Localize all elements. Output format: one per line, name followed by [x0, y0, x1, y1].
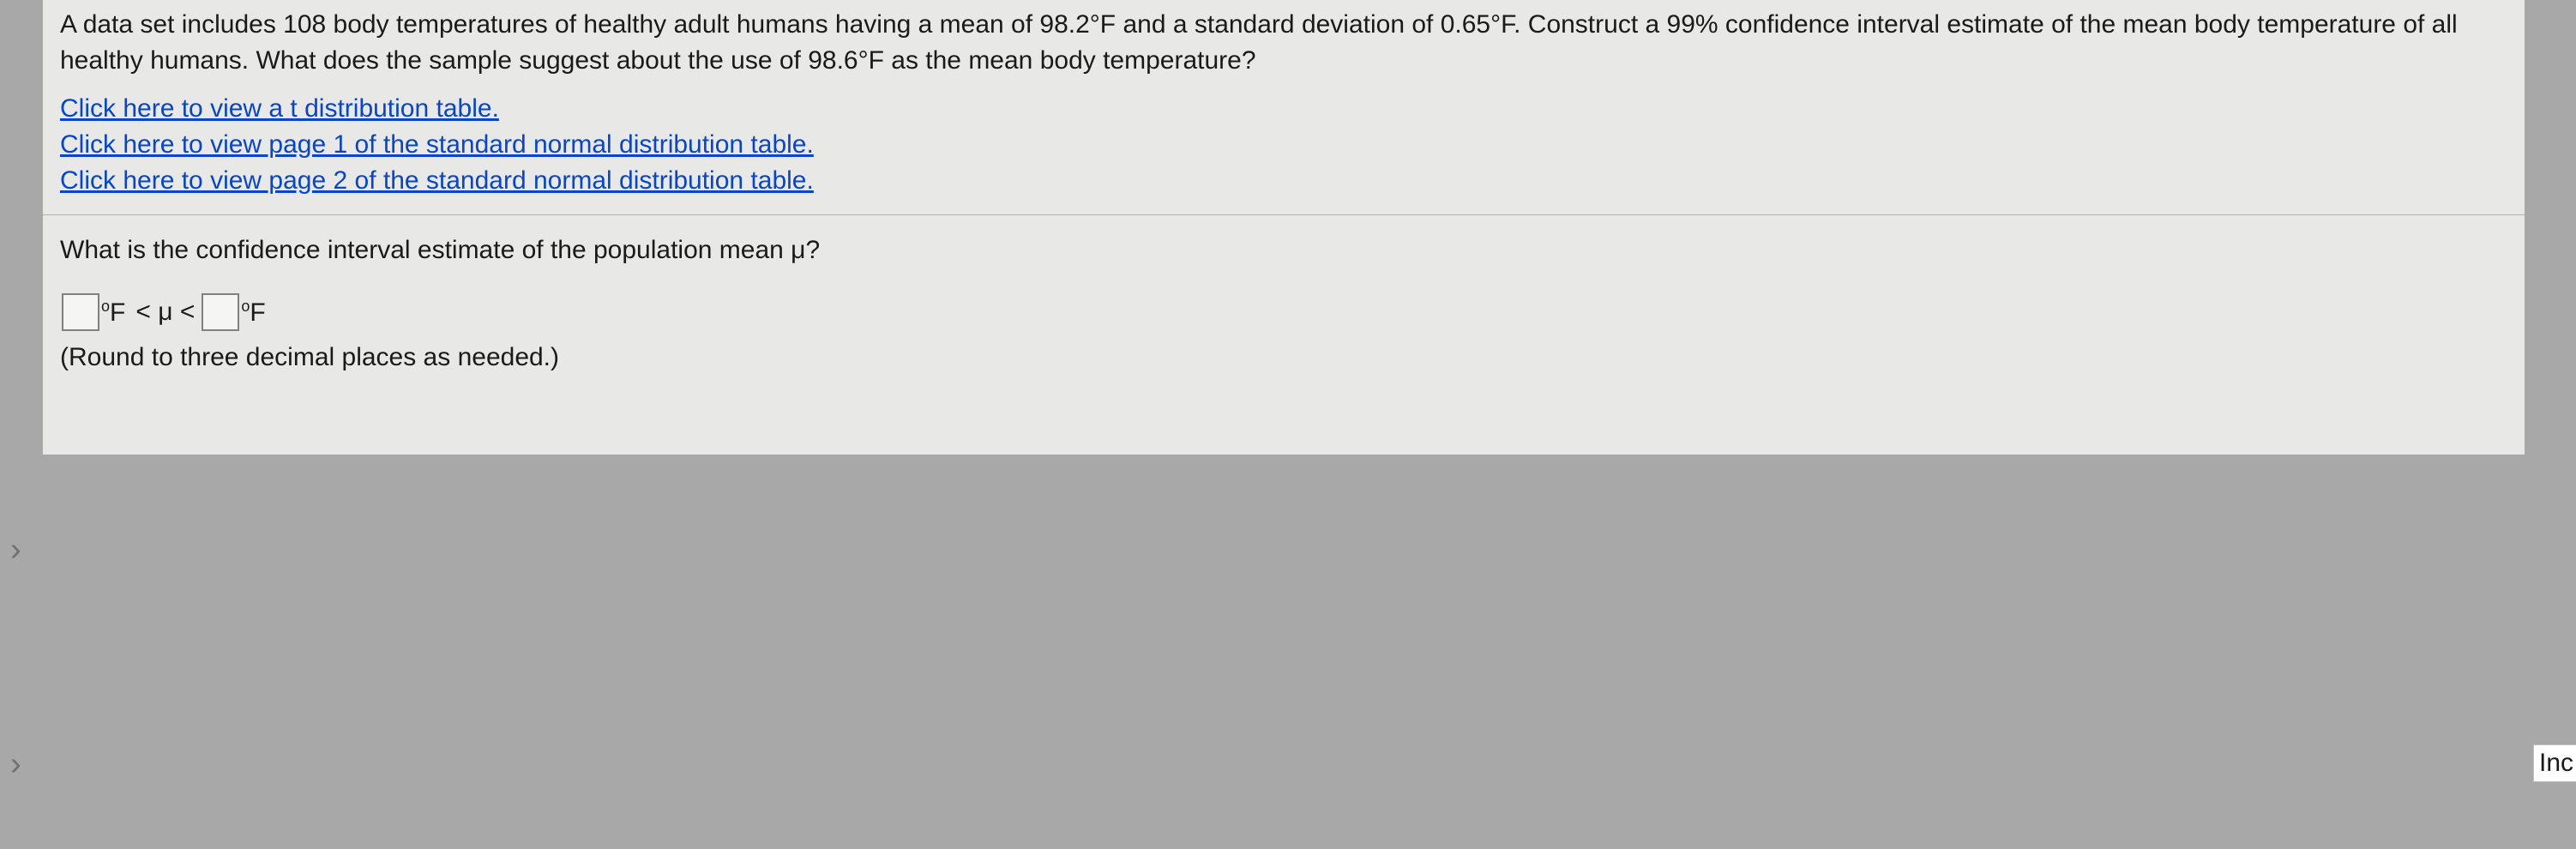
mu-inequality: < μ <: [135, 298, 195, 327]
rounding-hint: (Round to three decimal places as needed…: [60, 340, 2507, 376]
t-distribution-link[interactable]: Click here to view a t distribution tabl…: [60, 91, 2507, 127]
unit-label-upper: oF: [241, 298, 265, 328]
section-divider: [43, 214, 2525, 215]
side-panel-label: Inc: [2533, 744, 2576, 782]
problem-statement: A data set includes 108 body temperature…: [60, 7, 2507, 79]
answer-input-row: oF < μ < oF: [60, 293, 2507, 331]
question-panel: A data set includes 108 body temperature…: [43, 0, 2525, 455]
z-table-page1-link[interactable]: Click here to view page 1 of the standar…: [60, 127, 2507, 163]
lower-bound-input[interactable]: [62, 293, 99, 331]
z-table-page2-link[interactable]: Click here to view page 2 of the standar…: [60, 163, 2507, 199]
chevron-right-icon[interactable]: ›: [10, 746, 21, 783]
unit-label-lower: oF: [101, 298, 125, 328]
question-prompt: What is the confidence interval estimate…: [60, 231, 2507, 269]
chevron-right-icon[interactable]: ›: [10, 532, 21, 569]
upper-bound-input[interactable]: [202, 293, 239, 331]
reference-links: Click here to view a t distribution tabl…: [60, 91, 2507, 199]
